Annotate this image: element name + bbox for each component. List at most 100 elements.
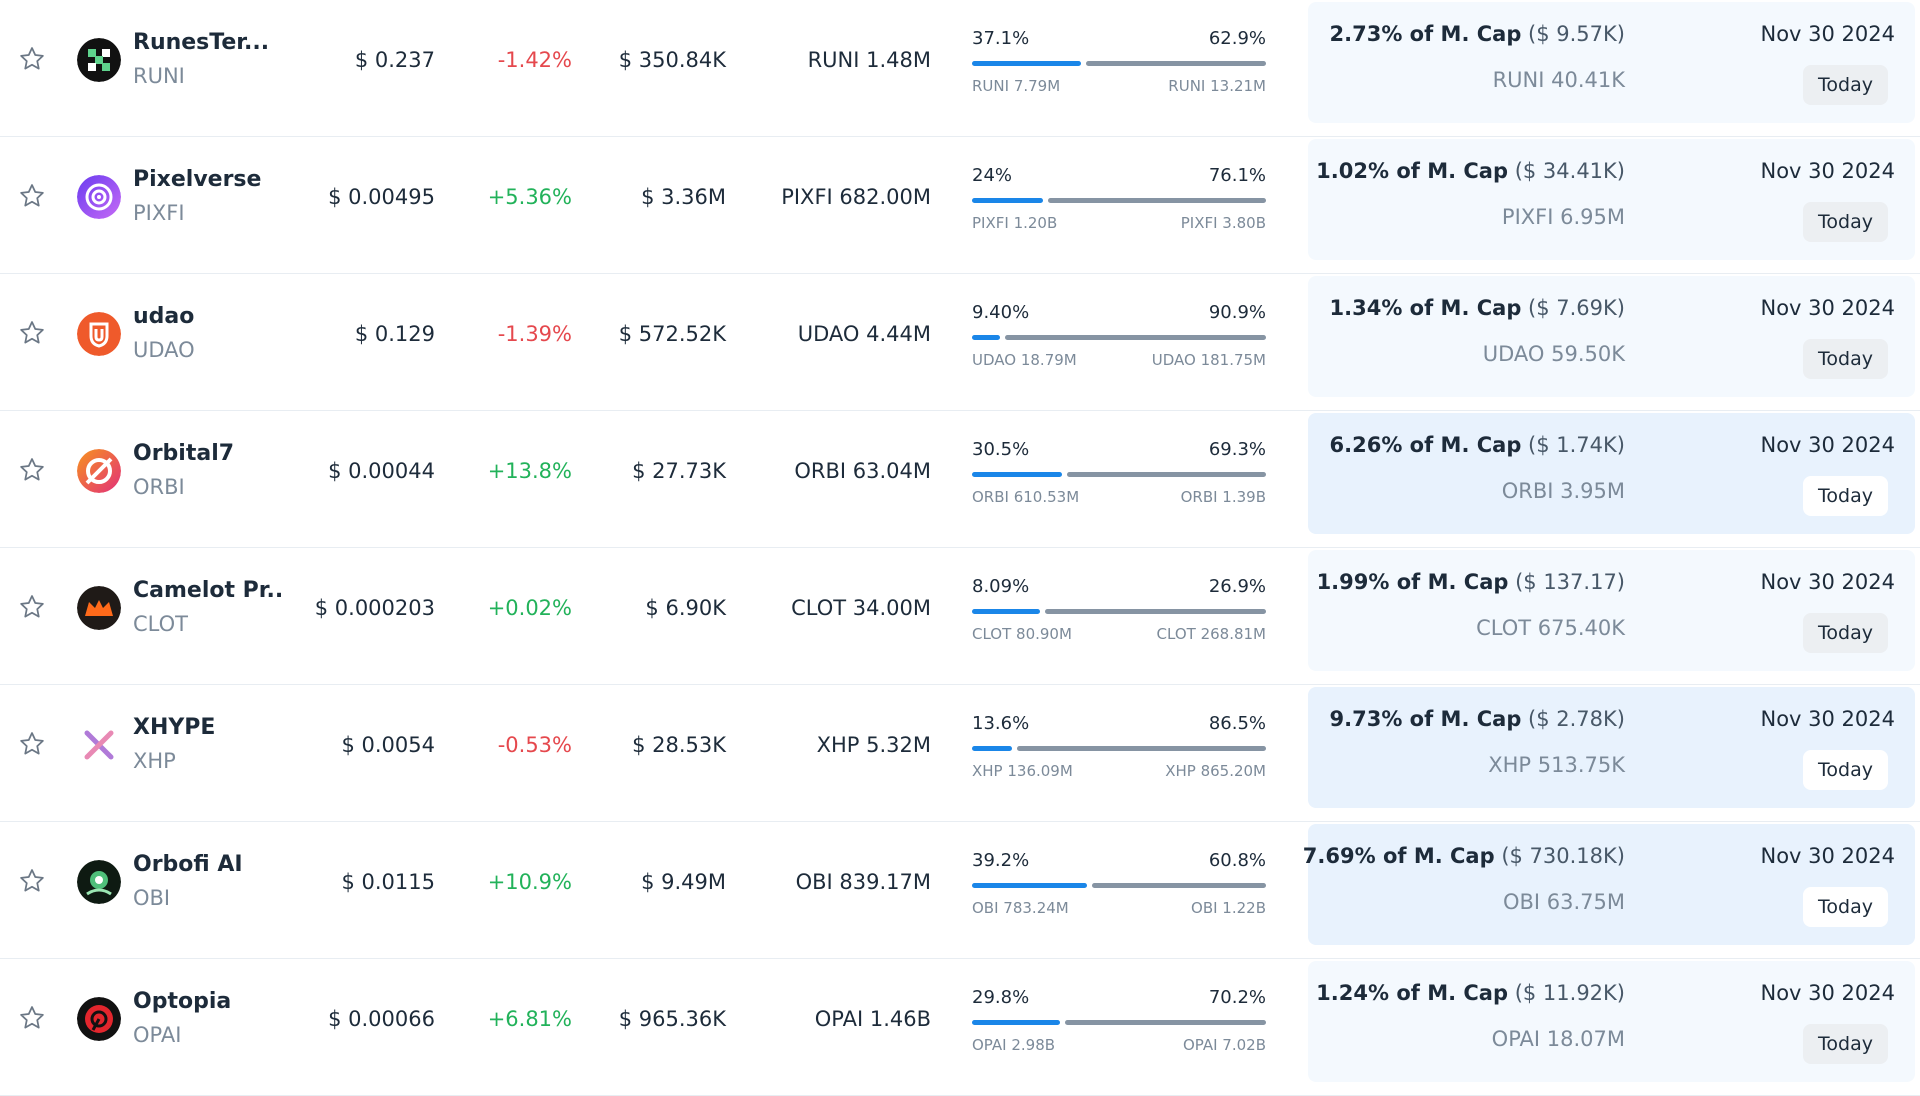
unlock-value-usd: ($ 137.17): [1515, 570, 1625, 594]
progress-unlocked-fill: [972, 198, 1043, 203]
unlock-date: Nov 30 2024: [1760, 981, 1895, 1005]
unlock-token-amount: OBI 63.75M: [1502, 890, 1625, 914]
progress-unlocked-fill: [972, 335, 1000, 340]
price-change-24h: +5.36%: [487, 185, 572, 209]
unlock-value-usd: ($ 34.41K): [1514, 159, 1625, 183]
pixelverse-logo-icon: [77, 175, 121, 219]
favorite-star-icon[interactable]: [17, 1003, 47, 1033]
favorite-star-icon[interactable]: [17, 455, 47, 485]
unlock-value-usd: ($ 11.92K): [1514, 981, 1625, 1005]
unlock-token-amount: XHP 513.75K: [1488, 753, 1625, 777]
unlocked-amount: RUNI 7.79M: [972, 77, 1061, 95]
unlock-value-usd: ($ 7.69K): [1528, 296, 1625, 320]
next-unlock-panel[interactable]: 1.99% of M. Cap ($ 137.17) CLOT 675.40K No…: [1308, 550, 1915, 671]
today-badge[interactable]: Today: [1803, 750, 1888, 790]
unlocked-amount: PIXFI 1.20B: [972, 214, 1058, 232]
unlock-token-amount: CLOT 675.40K: [1476, 616, 1625, 640]
token-name[interactable]: Camelot Pr...: [133, 578, 283, 603]
locked-percent: 62.9%: [1208, 28, 1266, 49]
unlock-token-amount: PIXFI 6.95M: [1501, 205, 1625, 229]
progress-locked-fill: [1048, 198, 1266, 203]
unlock-date: Nov 30 2024: [1760, 296, 1895, 320]
unlocked-percent: 13.6%: [972, 713, 1030, 734]
token-symbol: PIXFI: [133, 201, 185, 225]
today-badge[interactable]: Today: [1803, 613, 1888, 653]
favorite-star-icon[interactable]: [17, 318, 47, 348]
token-name[interactable]: Pixelverse: [133, 167, 262, 192]
volume-24h: $ 350.84K: [618, 48, 726, 72]
unlock-mcap-percent: 2.73% of M. Cap: [1329, 22, 1522, 46]
token-name[interactable]: XHYPE: [133, 715, 216, 740]
next-unlock-panel[interactable]: 6.26% of M. Cap ($ 1.74K) ORBI 3.95M Nov 3…: [1308, 413, 1915, 534]
progress-locked-fill: [1017, 746, 1266, 751]
token-name[interactable]: udao: [133, 304, 195, 329]
price-change-24h: +13.8%: [487, 459, 572, 483]
locked-amount: XHP 865.20M: [1165, 762, 1266, 780]
favorite-star-icon[interactable]: [17, 592, 47, 622]
favorite-star-icon[interactable]: [17, 866, 47, 896]
token-name[interactable]: RunesTer...: [133, 30, 270, 55]
price-change-24h: -1.42%: [497, 48, 572, 72]
next-unlock-panel[interactable]: 1.24% of M. Cap ($ 11.92K) OPAI 18.07M Nov…: [1308, 961, 1915, 1082]
today-badge[interactable]: Today: [1803, 476, 1888, 516]
today-badge[interactable]: Today: [1803, 1024, 1888, 1064]
next-unlock-panel[interactable]: 9.73% of M. Cap ($ 2.78K) XHP 513.75K Nov …: [1308, 687, 1915, 808]
table-row[interactable]: XHYPE XHP $ 0.0054 -0.53% $ 28.53K XHP 5.32M 1…: [0, 685, 1920, 822]
favorite-star-icon[interactable]: [17, 44, 47, 74]
next-unlock-panel[interactable]: 2.73% of M. Cap ($ 9.57K) RUNI 40.41K Nov …: [1308, 2, 1915, 123]
circulating-supply: UDAO 4.44M: [797, 322, 931, 346]
orbital7-logo-icon: [77, 449, 121, 493]
table-row[interactable]: udao UDAO $ 0.129 -1.39% $ 572.52K UDAO 4.44M…: [0, 274, 1920, 411]
circulating-supply: CLOT 34.00M: [791, 596, 931, 620]
locked-percent: 69.3%: [1208, 439, 1266, 460]
next-unlock-panel[interactable]: 1.34% of M. Cap ($ 7.69K) UDAO 59.50K Nov …: [1308, 276, 1915, 397]
volume-24h: $ 28.53K: [632, 733, 726, 757]
circulating-supply: RUNI 1.48M: [807, 48, 931, 72]
token-price: $ 0.000203: [314, 596, 435, 620]
favorite-star-icon[interactable]: [17, 729, 47, 759]
table-row[interactable]: Pixelverse PIXFI $ 0.00495 +5.36% $ 3.36M PIX…: [0, 137, 1920, 274]
unlock-progress: 30.5% 69.3% ORBI 610.53M ORBI 1.39B: [972, 439, 1266, 509]
today-badge[interactable]: Today: [1803, 887, 1888, 927]
unlock-progress: 9.40% 90.9% UDAO 18.79M UDAO 181.75M: [972, 302, 1266, 372]
unlocked-amount: XHP 136.09M: [972, 762, 1073, 780]
unlocked-amount: CLOT 80.90M: [972, 625, 1072, 643]
token-name[interactable]: Optopia: [133, 989, 232, 1014]
token-symbol: OBI: [133, 886, 171, 910]
circulating-supply: XHP 5.32M: [816, 733, 931, 757]
unlock-value-usd: ($ 2.78K): [1528, 707, 1625, 731]
today-badge[interactable]: Today: [1803, 339, 1888, 379]
next-unlock-panel[interactable]: 7.69% of M. Cap ($ 730.18K) OBI 63.75M Nov…: [1303, 824, 1915, 945]
table-row[interactable]: Orbital7 ORBI $ 0.00044 +13.8% $ 27.73K ORBI …: [0, 411, 1920, 548]
table-row[interactable]: RunesTer... RUNI $ 0.237 -1.42% $ 350.84K RUN…: [0, 0, 1920, 137]
unlock-progress: 13.6% 86.5% XHP 136.09M XHP 865.20M: [972, 713, 1266, 783]
favorite-star-icon[interactable]: [17, 181, 47, 211]
next-unlock-panel[interactable]: 1.02% of M. Cap ($ 34.41K) PIXFI 6.95M Nov…: [1308, 139, 1915, 260]
unlock-token-amount: OPAI 18.07M: [1491, 1027, 1625, 1051]
locked-amount: OBI 1.22B: [1191, 899, 1266, 917]
token-name[interactable]: Orbital7: [133, 441, 235, 466]
unlock-token-amount: ORBI 3.95M: [1501, 479, 1625, 503]
progress-locked-fill: [1065, 1020, 1266, 1025]
today-badge[interactable]: Today: [1803, 202, 1888, 242]
locked-percent: 70.2%: [1208, 987, 1266, 1008]
circulating-supply: PIXFI 682.00M: [781, 185, 931, 209]
unlock-progress: 8.09% 26.9% CLOT 80.90M CLOT 268.81M: [972, 576, 1266, 646]
unlock-market-cap: 6.26% of M. Cap ($ 1.74K): [1330, 433, 1625, 457]
table-row[interactable]: Orbofi AI OBI $ 0.0115 +10.9% $ 9.49M OBI 839…: [0, 822, 1920, 959]
token-name[interactable]: Orbofi AI: [133, 852, 243, 877]
locked-percent: 60.8%: [1208, 850, 1266, 871]
today-badge[interactable]: Today: [1803, 65, 1888, 105]
unlock-token-amount: RUNI 40.41K: [1492, 68, 1625, 92]
table-row[interactable]: Optopia OPAI $ 0.00066 +6.81% $ 965.36K OPAI …: [0, 959, 1920, 1096]
unlocked-percent: 29.8%: [972, 987, 1030, 1008]
token-price: $ 0.129: [354, 322, 435, 346]
price-change-24h: +6.81%: [487, 1007, 572, 1031]
volume-24h: $ 572.52K: [618, 322, 726, 346]
locked-percent: 76.1%: [1208, 165, 1266, 186]
locked-amount: RUNI 13.21M: [1168, 77, 1266, 95]
table-row[interactable]: Camelot Pr... CLOT $ 0.000203 +0.02% $ 6.90K…: [0, 548, 1920, 685]
unlock-mcap-percent: 1.34% of M. Cap: [1329, 296, 1522, 320]
unlock-mcap-percent: 7.69% of M. Cap: [1302, 844, 1495, 868]
progress-track: [972, 61, 1266, 66]
